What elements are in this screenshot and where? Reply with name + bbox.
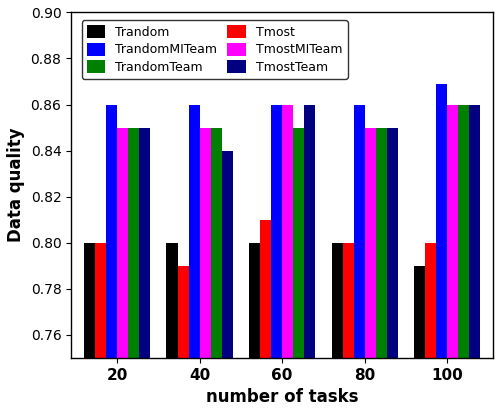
Bar — [469, 104, 480, 413]
Bar — [436, 84, 447, 413]
Y-axis label: Data quality: Data quality — [7, 128, 25, 242]
Bar — [95, 243, 106, 413]
Bar — [304, 104, 315, 413]
Bar — [376, 128, 386, 413]
Bar — [458, 104, 469, 413]
Bar — [282, 104, 293, 413]
Bar — [117, 128, 128, 413]
Bar — [332, 243, 342, 413]
Bar — [447, 104, 458, 413]
Bar — [260, 220, 271, 413]
Bar — [210, 128, 222, 413]
Bar — [106, 104, 117, 413]
Bar — [166, 243, 177, 413]
Bar — [249, 243, 260, 413]
Bar — [200, 128, 210, 413]
Bar — [139, 128, 150, 413]
Bar — [188, 104, 200, 413]
Bar — [84, 243, 95, 413]
Bar — [222, 151, 232, 413]
Bar — [271, 104, 282, 413]
Bar — [293, 128, 304, 413]
Bar — [178, 266, 188, 413]
Bar — [128, 128, 139, 413]
Bar — [386, 128, 398, 413]
Bar — [364, 128, 376, 413]
Legend: Trandom, TrandomMITeam, TrandomTeam, Tmost, TmostMITeam, TmostTeam: Trandom, TrandomMITeam, TrandomTeam, Tmo… — [82, 20, 347, 79]
Bar — [354, 104, 364, 413]
Bar — [342, 243, 353, 413]
Bar — [425, 243, 436, 413]
X-axis label: number of tasks: number of tasks — [206, 388, 358, 406]
Bar — [414, 266, 425, 413]
